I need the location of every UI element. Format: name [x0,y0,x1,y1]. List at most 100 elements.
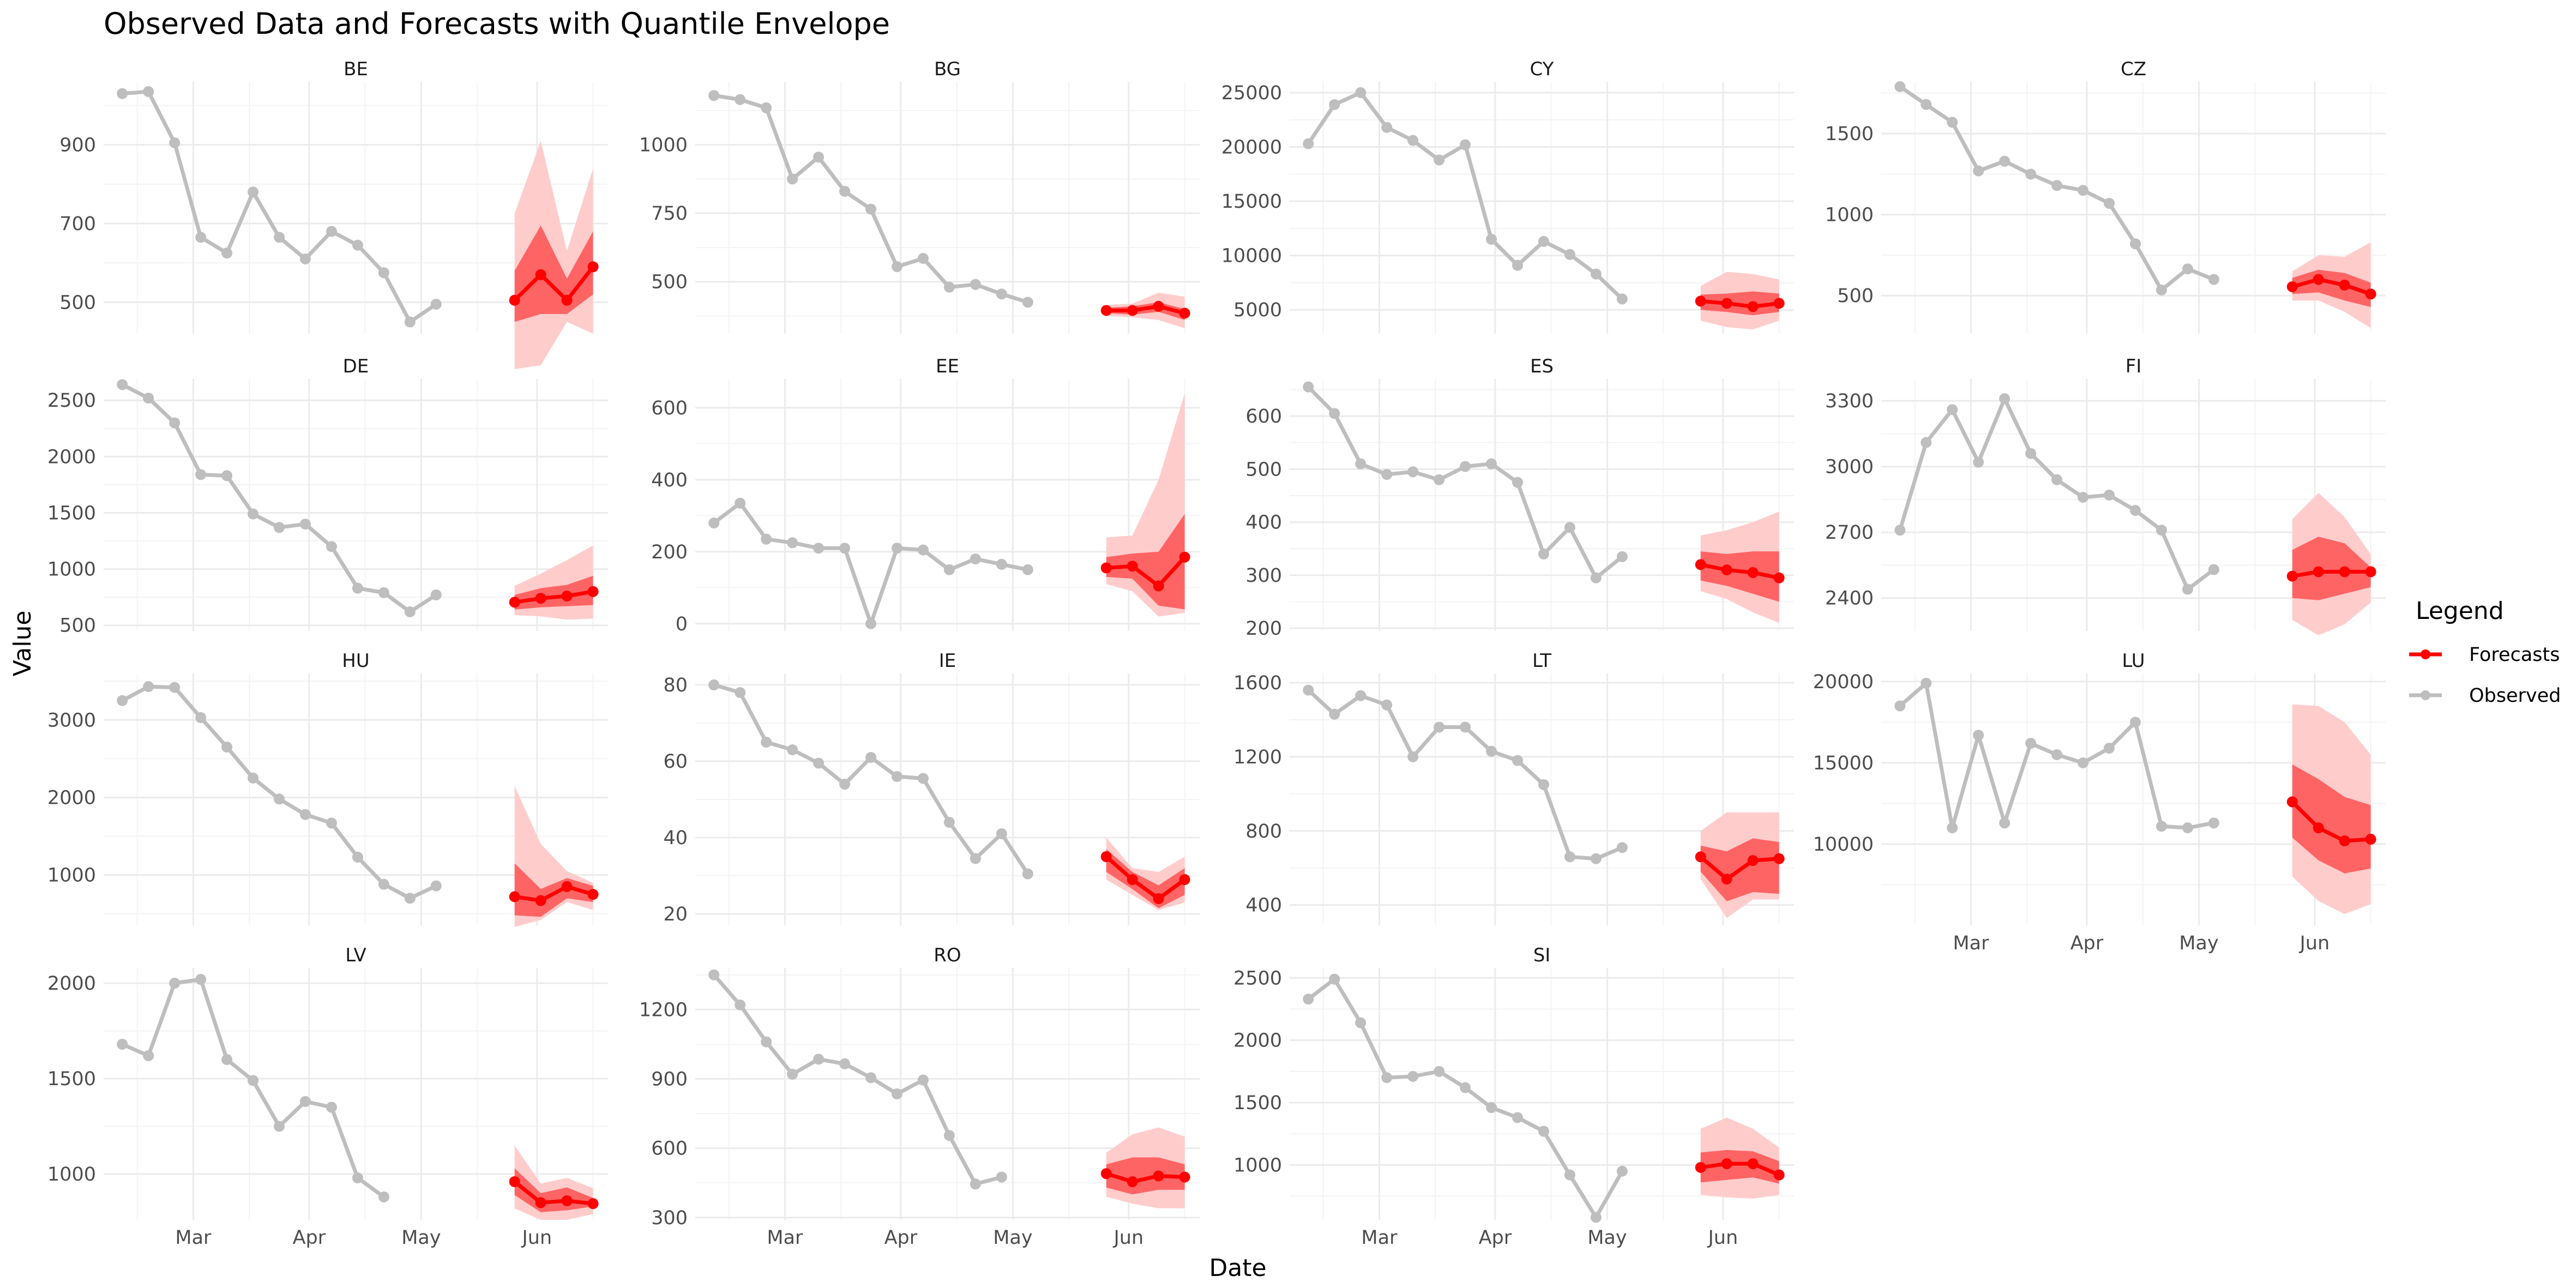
y-tick-label: 500 [1245,459,1282,480]
observed-point [761,533,772,545]
observed-point [1564,851,1575,863]
y-tick-label: 500 [1837,285,1874,307]
forecast-point [1127,1176,1138,1188]
forecast-line [2291,277,2372,296]
panel-title-si: SI [1533,944,1551,966]
observed-point [1894,700,1906,712]
observed-point [787,537,798,549]
forecast-line [1700,1161,1780,1177]
y-tick-label: 10000 [1221,245,1282,267]
observed-point [1512,477,1523,488]
panel-cz: CZ 500 1000 1500 [1825,58,2386,334]
observed-point [1460,139,1471,151]
y-tick-label: 1000 [1825,204,1874,226]
forecast-point [2286,796,2298,808]
panel-hu: HU 1000 2000 3000 [47,650,608,927]
observed-point [1947,822,1958,834]
observed-point [865,618,877,629]
x-tick-label: Jun [2298,932,2330,954]
observed-point [1538,1126,1549,1137]
observed-point [1407,135,1419,146]
observed-point [1921,677,1932,689]
observed-point [2103,197,2115,209]
x-tick-label: Jun [1112,1227,1143,1249]
y-tick-label: 15000 [1221,191,1282,213]
legend-observed-point [2421,690,2430,700]
observed-point [117,695,128,706]
observed-point [404,893,416,904]
observed-point [970,1178,981,1190]
y-tick-label: 600 [651,1138,688,1160]
observed-point [1894,525,1906,536]
panel-de: DE 500 1000 1500 2000 2500 [47,356,608,637]
observed-point [2051,749,2063,761]
panel-es: ES 200 300 400 500 600 [1245,356,1794,640]
x-tick-label: Mar [1953,932,1989,954]
observed-point [970,853,981,864]
panel-title-fi: FI [2126,356,2142,377]
panel-cy: CY 5000 10000 15000 20000 25000 [1221,58,1794,334]
observed-point [1460,461,1471,472]
observed-point [2025,168,2037,180]
forecast-point [1721,1158,1732,1170]
y-tick-label: 900 [651,1068,688,1090]
y-axis-label: Value [9,611,37,677]
observed-point [813,1054,824,1065]
forecast-point [535,269,546,280]
y-tick-label: 20 [663,904,688,925]
observed-point [1355,458,1367,470]
observed-point [1381,699,1393,711]
y-tick-label: 1200 [639,999,688,1021]
observed-point [708,90,720,101]
observed-point [1329,408,1340,419]
observed-point [2103,743,2115,754]
y-tick-label: 10000 [1813,834,1874,856]
observed-point [326,817,337,829]
forecast-point [2339,835,2350,847]
observed-point [326,1102,337,1113]
observed-point [143,681,154,693]
observed-line [1307,91,1624,300]
observed-point [1303,684,1314,696]
observed-point [917,544,929,556]
quantile-band-inner [1700,551,1779,602]
forecast-point [1747,567,1759,579]
y-tick-label: 900 [59,135,96,157]
observed-point [813,543,824,554]
y-tick-label: 60 [663,751,688,773]
observed-point [2129,238,2141,250]
forecast-point [509,294,520,306]
observed-line [122,89,437,324]
observed-point [839,543,851,554]
observed-line [713,683,1030,875]
panel-ie: IE 20 40 60 80 [663,650,1200,925]
panel-title-bg: BG [934,58,961,80]
observed-point [1381,122,1393,133]
observed-point [1512,260,1523,271]
x-tick-label: May [2179,932,2218,954]
observed-point [2182,263,2193,275]
observed-point [248,772,259,784]
panel-si: SI 1000 1500 2000 2500 Mar Apr May Jun [1233,944,1794,1249]
observed-point [2208,817,2219,829]
observed-point [1460,1082,1471,1093]
y-tick-label: 750 [651,203,688,225]
forecast-point [1153,1170,1164,1182]
observed-point [2208,274,2219,285]
observed-point [996,828,1007,839]
observed-point [2156,525,2167,536]
observed-point [169,978,180,989]
observed-point [1381,469,1393,480]
observed-point [761,737,772,748]
observed-point [1973,165,1984,177]
quantile-band-inner [1106,1157,1185,1195]
y-tick-label: 3300 [1825,390,1874,412]
observed-point [248,1075,259,1086]
panel-title-lu: LU [2122,650,2145,672]
observed-point [195,974,207,985]
y-tick-label: 3000 [1825,456,1874,478]
quantile-band-inner [514,863,593,917]
forecast-line [1700,299,1780,309]
y-tick-label: 500 [651,272,688,293]
observed-point [917,252,929,264]
